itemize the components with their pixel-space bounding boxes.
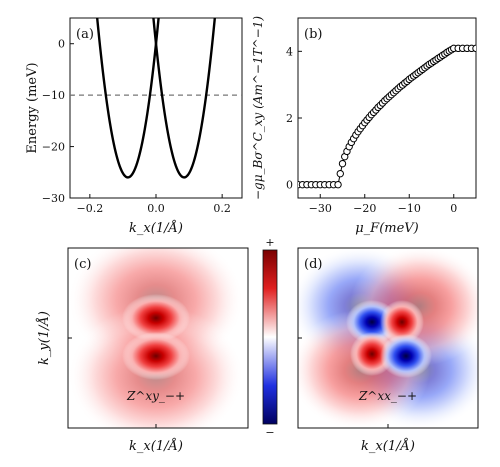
panel-d-lobe-upper-right: [380, 300, 424, 344]
panel-a-xlabel: k_x(1/Å): [129, 220, 183, 236]
panel-a: −0.2 0.0 0.2 0 −10 −20 −30 (a) Energy (meV) k_…: [25, 17, 243, 236]
panel-d-lobe-lower-right: [380, 334, 432, 378]
panel-b-ytick-label: 0: [286, 179, 293, 192]
panel-a-ytick-label: −20: [42, 141, 65, 154]
panel-b-xlabel: μ_F(meV): [355, 221, 419, 236]
panel-b-ticks: −30 −20 −10 0 0 2 4: [286, 45, 457, 215]
panel-b-point: [336, 169, 344, 178]
panel-d-xlabel: k_x(1/Å): [361, 438, 415, 454]
panel-a-ticks: −0.2 0.0 0.2 0 −10 −20 −30: [42, 38, 231, 215]
panel-c-lobe-bottom: [122, 332, 190, 380]
panel-b-ytick-label: 2: [286, 112, 293, 125]
panel-d: (d) Z^xx_−+ k_x(1/Å): [297, 247, 479, 454]
panel-b-xtick-label: −30: [309, 202, 332, 215]
panel-a-xtick-label: 0.0: [147, 202, 165, 215]
colorbar-bottom-label: −: [265, 426, 274, 439]
panel-b-ylabel: −gμ_Bσ^C_xy (Am^−1T^−1): [251, 16, 265, 200]
panel-b-ytick-label: 4: [286, 45, 293, 58]
panel-a-label: (a): [76, 27, 94, 42]
panel-a-ylabel: Energy (meV): [25, 62, 40, 153]
panel-c-xlabel: k_x(1/Å): [129, 438, 183, 454]
panel-b: −30 −20 −10 0 0 2 4 (b) −gμ_Bσ^C_xy (Am^−1T^−1…: [251, 16, 477, 236]
panel-b-xtick-label: 0: [450, 202, 457, 215]
panel-c: (c) Z^xy_−+ k_y(1/Å) k_x(1/Å): [36, 247, 249, 454]
panel-a-xtick-label: 0.2: [213, 202, 231, 215]
panel-b-points: [298, 44, 476, 189]
panel-a-ytick-label: 0: [58, 38, 65, 51]
panel-c-annotation: Z^xy_−+: [126, 389, 185, 403]
panel-a-ytick-label: −30: [42, 192, 65, 205]
panel-a-band-right: [152, 18, 217, 179]
panel-b-point: [338, 159, 347, 168]
panel-b-label: (b): [304, 27, 322, 42]
panel-b-xtick-label: −20: [353, 202, 376, 215]
panel-c-label: (c): [74, 257, 91, 272]
panel-d-annotation: Z^xx_−+: [358, 389, 417, 403]
panel-b-point: [334, 180, 342, 189]
panel-c-lobe-top: [122, 294, 190, 342]
colorbar-top-label: +: [265, 236, 274, 249]
panel-c-ylabel: k_y(1/Å): [36, 311, 52, 365]
panel-a-xtick-label: −0.2: [76, 202, 103, 215]
panel-b-frame: [297, 17, 477, 199]
panel-a-ytick-label: −10: [42, 89, 65, 102]
colorbar: + −: [262, 236, 278, 439]
panel-d-label: (d): [304, 257, 322, 272]
colorbar-gradient: [262, 249, 278, 425]
panel-b-xtick-label: −10: [398, 202, 421, 215]
panel-b-point: [472, 44, 476, 53]
